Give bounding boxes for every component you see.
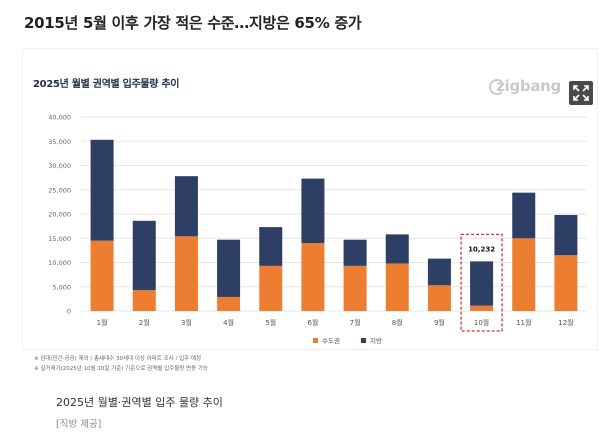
total-data-label: 10,232 xyxy=(468,245,495,253)
chart-title: 2025년 월별 권역별 입주물량 추이 xyxy=(33,79,180,90)
y-tick-label: 40,000 xyxy=(48,114,71,122)
bar-provincial xyxy=(427,258,451,286)
bar-capital xyxy=(259,265,283,311)
note-line: ※ 실거래가(2025년 10월 10일 기준) 기준으로 권역별 입주물량 변… xyxy=(34,366,209,372)
bar-capital xyxy=(343,265,367,311)
bar-provincial xyxy=(90,139,114,241)
x-tick-label: 12월 xyxy=(558,318,573,327)
bar-provincial xyxy=(385,234,409,264)
bar-provincial xyxy=(174,176,198,237)
image-caption: 2025년 월별·권역별 입주 물량 추이 xyxy=(56,396,223,409)
brand-logo: zigbang xyxy=(496,77,561,95)
expand-button[interactable] xyxy=(569,81,593,105)
y-tick-label: 5,000 xyxy=(52,283,71,291)
x-tick-label: 4월 xyxy=(223,318,234,327)
expand-icon xyxy=(573,85,589,101)
note-line: ※ 임대(민간·공공) 제외 / 총세대수 30세대 이상 아파트 조사 / 입… xyxy=(34,356,202,362)
bar-capital xyxy=(217,296,241,311)
bar-provincial xyxy=(512,192,536,239)
bar-capital xyxy=(512,238,536,311)
x-tick-label: 6월 xyxy=(307,318,318,327)
image-credit: [직방 제공] xyxy=(56,419,102,430)
legend-swatch-provincial xyxy=(361,338,366,343)
x-tick-label: 10월 xyxy=(474,318,489,327)
bar-provincial xyxy=(132,220,156,291)
chart-svg: 0 5,000 10,000 15,000 20,000 25,000 30,000 35,0… xyxy=(48,114,587,345)
highlight-box xyxy=(460,233,503,332)
legend-label-capital: 수도권 xyxy=(322,337,340,345)
bar-provincial xyxy=(259,227,283,266)
bar-capital xyxy=(470,305,494,311)
legend-label-provincial: 지방 xyxy=(370,336,382,345)
bar-provincial xyxy=(217,239,241,297)
y-tick-label: 35,000 xyxy=(48,138,71,146)
x-tick-label: 1월 xyxy=(97,318,108,327)
chart-notes: ※ 임대(민간·공공) 제외 / 총세대수 30세대 이상 아파트 조사 / 입… xyxy=(34,354,208,374)
bar-provincial xyxy=(554,214,578,256)
x-tick-label: 2월 xyxy=(139,318,150,327)
zigbang-logo-icon xyxy=(489,79,505,95)
bar-capital xyxy=(132,290,156,311)
bar-capital xyxy=(554,255,578,311)
x-tick-label: 11월 xyxy=(516,318,531,327)
headline: 2015년 5월 이후 가장 적은 수준…지방은 65% 증가 xyxy=(24,14,362,32)
bar-capital xyxy=(301,243,325,311)
x-tick-label: 5월 xyxy=(265,318,276,327)
y-tick-label: 0 xyxy=(67,308,71,316)
y-tick-label: 20,000 xyxy=(48,211,71,219)
x-tick-label: 7월 xyxy=(350,318,361,327)
legend-swatch-capital xyxy=(313,338,318,343)
y-tick-label: 15,000 xyxy=(48,235,71,243)
y-tick-label: 25,000 xyxy=(48,186,71,194)
bar-capital xyxy=(174,236,198,311)
bar-provincial xyxy=(301,178,325,244)
x-tick-label: 8월 xyxy=(392,318,403,327)
bar-provincial xyxy=(470,261,494,306)
bar-capital xyxy=(427,285,451,311)
y-tick-label: 30,000 xyxy=(48,162,71,170)
bar-capital xyxy=(385,263,409,311)
chart-figure: 0 5,000 10,000 15,000 20,000 25,000 30,000 35,0… xyxy=(22,48,598,350)
bar-provincial xyxy=(343,239,367,266)
x-tick-label: 9월 xyxy=(434,318,445,327)
x-tick-label: 3월 xyxy=(181,318,192,327)
bar-capital xyxy=(90,240,114,311)
y-tick-label: 10,000 xyxy=(48,259,71,267)
